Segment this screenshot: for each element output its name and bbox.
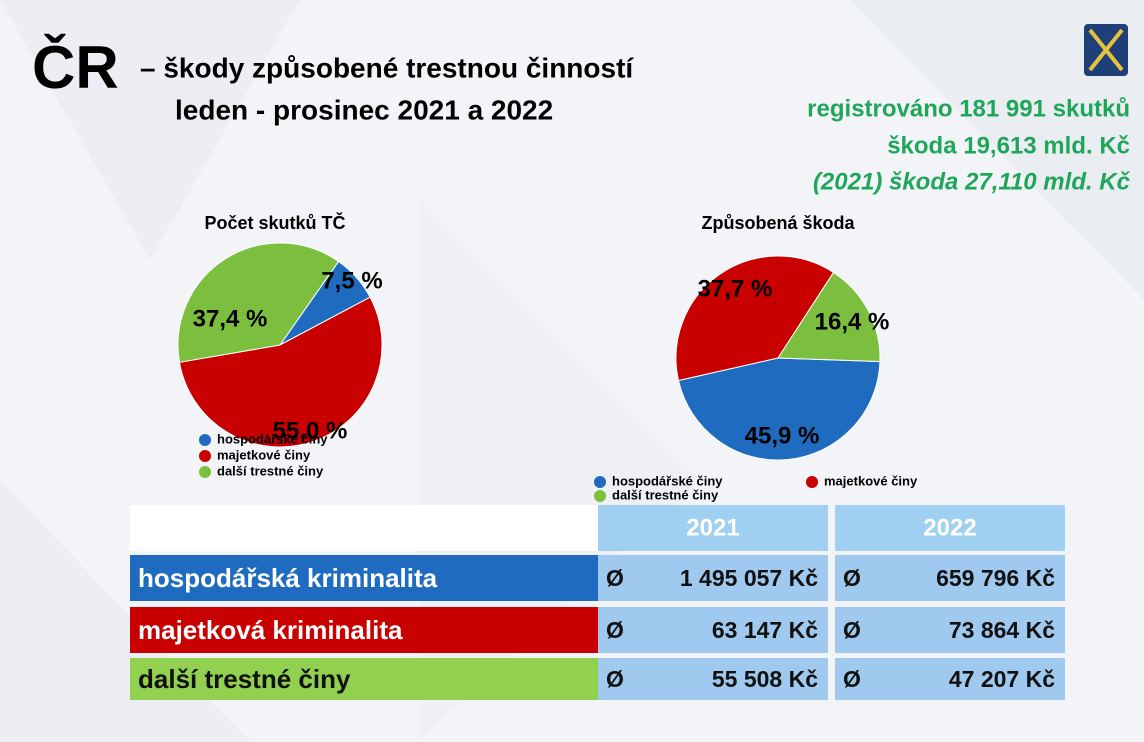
chart-title: Způsobená škoda [701, 213, 855, 233]
legend-label: další trestné činy [612, 487, 719, 502]
pie-slice [777, 271, 881, 363]
table-header-blank [130, 505, 598, 551]
legend-label: hospodářské činy [612, 473, 723, 488]
data-label: 55,0 % [273, 417, 348, 444]
pie-slice [677, 357, 881, 461]
value-cell [835, 555, 1065, 601]
row-label-cell [130, 658, 598, 700]
bg-shape [420, 200, 700, 740]
value-amount: 55 508 Kč [712, 666, 818, 692]
stat: škoda 19,613 mld. Kč [887, 132, 1130, 159]
value-symbol: Ø [843, 565, 861, 591]
stat: registrováno 181 991 skutků [807, 95, 1130, 122]
value-symbol: Ø [606, 666, 624, 692]
value-amount: 63 147 Kč [712, 617, 818, 643]
row-label: hospodářská kriminalita [138, 563, 438, 593]
legend-marker [594, 476, 606, 488]
stat: (2021) škoda 27,110 mld. Kč [813, 168, 1131, 195]
data-label: 37,7 % [698, 275, 773, 302]
chart-title: Počet skutků TČ [204, 212, 345, 233]
value-amount: 1 495 057 Kč [680, 565, 818, 591]
value-symbol: Ø [843, 617, 861, 643]
legend-label: majetkové činy [217, 447, 311, 462]
legend-marker [199, 466, 211, 478]
legend-marker [199, 450, 211, 462]
column-header: 2022 [923, 514, 976, 541]
column-header: 2021 [686, 514, 739, 541]
data-label: 7,5 % [321, 267, 382, 294]
value-symbol: Ø [843, 666, 861, 692]
value-amount: 73 864 Kč [949, 617, 1055, 643]
legend-marker [199, 434, 211, 446]
value-cell [835, 658, 1065, 700]
value-symbol: Ø [606, 617, 624, 643]
value-cell [835, 607, 1065, 653]
column-header-cell [835, 505, 1065, 551]
data-label: 45,9 % [745, 422, 820, 449]
legend-label: hospodářské činy [217, 431, 328, 446]
value-symbol: Ø [606, 565, 624, 591]
legend-marker [806, 476, 818, 488]
row-label: další trestné činy [138, 664, 351, 694]
value-cell [598, 607, 828, 653]
subtitle: leden - prosinec 2021 a 2022 [175, 94, 553, 125]
logo-cross [1088, 28, 1124, 72]
pie-slice [177, 242, 340, 363]
pie-slice [178, 296, 383, 448]
title: – škody způsobené trestnou činností [140, 52, 634, 83]
bg-shape [0, 0, 300, 260]
row-label: majetková kriminalita [138, 615, 403, 645]
value-cell [598, 658, 828, 700]
row-label-cell [130, 607, 598, 653]
value-amount: 47 207 Kč [949, 666, 1055, 692]
row-label-cell [130, 555, 598, 601]
pie-slice [675, 255, 835, 382]
data-label: 37,4 % [193, 305, 268, 332]
column-header-cell [598, 505, 828, 551]
legend-label: majetkové činy [824, 473, 918, 488]
data-label: 16,4 % [815, 308, 890, 335]
bg-shape [850, 0, 1144, 300]
title-big: ČR [32, 34, 119, 101]
value-cell [598, 555, 828, 601]
value-amount: 659 796 Kč [936, 565, 1055, 591]
legend-marker [594, 490, 606, 502]
legend-label: další trestné činy [217, 463, 324, 478]
